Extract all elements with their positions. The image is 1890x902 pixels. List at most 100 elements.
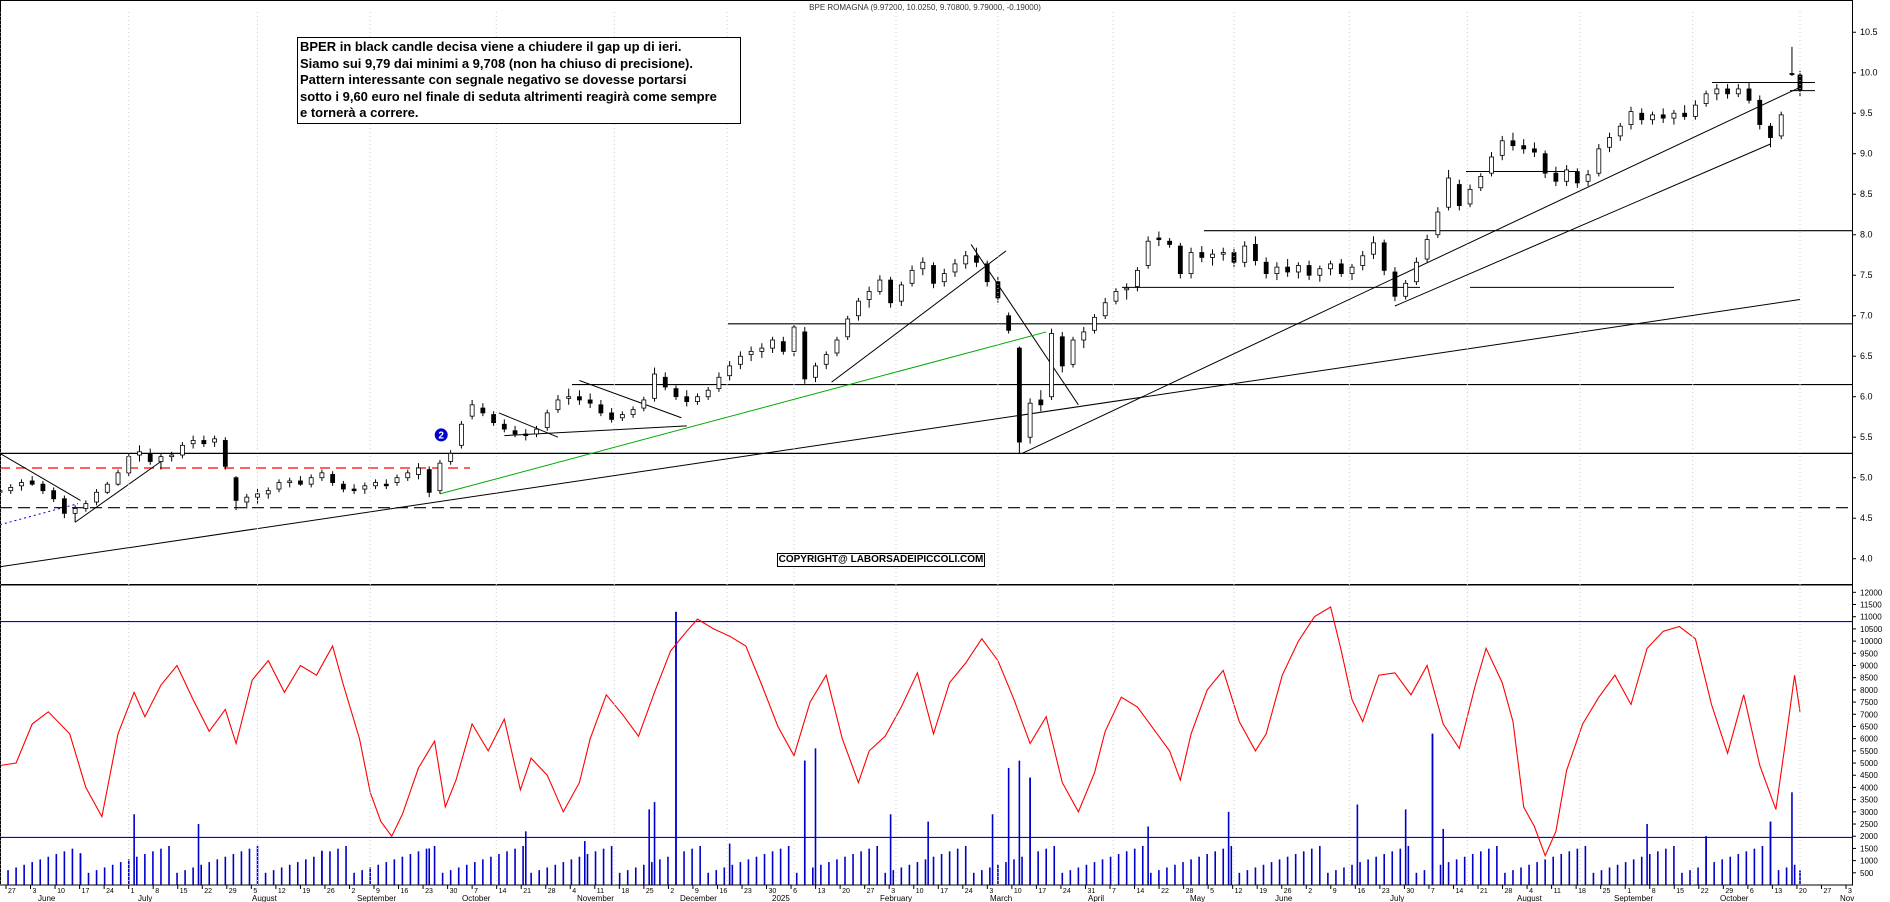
day-tick-label: 23 xyxy=(425,888,433,895)
day-tick-label: 27 xyxy=(1823,888,1831,895)
candle-body xyxy=(1435,211,1441,236)
candle-body xyxy=(1489,156,1494,174)
support-trendline xyxy=(1394,143,1771,307)
volume-tick-label: 10500 xyxy=(1860,625,1883,634)
day-tick-label: 17 xyxy=(1038,888,1046,895)
candle-body xyxy=(40,483,46,492)
candle-body xyxy=(1797,74,1803,91)
volume-tick-label: 4500 xyxy=(1860,771,1878,780)
candle-body xyxy=(1564,169,1570,182)
candle-body xyxy=(1274,266,1280,275)
resistance-trendline xyxy=(579,380,682,419)
candle-body xyxy=(212,438,218,443)
candle-body xyxy=(1349,266,1355,275)
volume-tick-label: 1500 xyxy=(1860,844,1878,853)
day-tick-label: 1 xyxy=(131,888,135,895)
day-tick-label: 31 xyxy=(1087,888,1095,895)
candle-body xyxy=(72,508,78,514)
price-tick-label: 5.0 xyxy=(1860,473,1873,483)
candle-body xyxy=(8,487,14,492)
day-tick-label: 9 xyxy=(695,888,699,895)
candle-body xyxy=(941,273,947,283)
candle-body xyxy=(1778,114,1784,137)
marker-label: 2 xyxy=(438,430,444,441)
candle-body xyxy=(1768,125,1773,138)
day-tick-label: 29 xyxy=(1725,888,1733,895)
candle-body xyxy=(1081,331,1087,341)
day-tick-label: 26 xyxy=(1284,888,1292,895)
support-trendline xyxy=(0,299,1801,568)
month-label: February xyxy=(880,894,912,902)
candle-body xyxy=(1371,242,1376,255)
day-tick-label: 1 xyxy=(1627,888,1631,895)
candle-body xyxy=(856,300,861,317)
candle-body xyxy=(931,265,936,284)
candle-body xyxy=(1521,145,1527,150)
candle-body xyxy=(190,440,196,445)
candle-body xyxy=(115,472,121,485)
candle-body xyxy=(29,480,35,485)
day-tick-label: 14 xyxy=(1137,888,1145,895)
price-tick-label: 8.5 xyxy=(1860,189,1873,199)
candle-body xyxy=(1660,114,1666,119)
day-tick-label: 3 xyxy=(1848,888,1852,895)
day-tick-label: 12 xyxy=(1235,888,1243,895)
volume-tick-label: 2000 xyxy=(1860,832,1878,841)
candle-body xyxy=(898,284,904,302)
price-tick-label: 9.0 xyxy=(1860,149,1873,159)
candle-body xyxy=(1553,172,1559,182)
candle-body xyxy=(394,477,400,483)
candle-body xyxy=(1746,88,1752,101)
candle-body xyxy=(1467,188,1473,205)
candle-body xyxy=(1639,112,1645,121)
candle-body xyxy=(877,279,883,292)
copyright-label: COPYRIGHT@ LABORSADEIPICCOLI.COM xyxy=(777,553,985,567)
day-tick-label: 22 xyxy=(1701,888,1709,895)
candle-body xyxy=(1789,73,1795,75)
candle-body xyxy=(1220,252,1226,255)
candle-body xyxy=(888,279,894,304)
candle-body xyxy=(1145,240,1151,266)
price-tick-label: 10.0 xyxy=(1860,68,1878,78)
day-tick-label: 28 xyxy=(548,888,556,895)
day-tick-label: 27 xyxy=(8,888,16,895)
candle-body xyxy=(737,355,743,365)
candle-body xyxy=(51,490,57,500)
candle-body xyxy=(158,456,164,462)
day-tick-label: 15 xyxy=(1676,888,1684,895)
candle-body xyxy=(1757,99,1763,125)
day-tick-label: 8 xyxy=(1652,888,1656,895)
day-tick-label: 20 xyxy=(1799,888,1807,895)
volume-tick-label: 7000 xyxy=(1860,710,1878,719)
day-tick-label: 6 xyxy=(793,888,797,895)
day-tick-label: 10 xyxy=(57,888,65,895)
month-label: July xyxy=(138,894,152,902)
volume-tick-label: 3000 xyxy=(1860,808,1878,817)
candle-body xyxy=(952,263,958,273)
candle-body xyxy=(340,483,346,490)
day-tick-label: 3 xyxy=(891,888,895,895)
candle-body xyxy=(1167,240,1172,245)
candle-body xyxy=(362,485,368,490)
candle-body xyxy=(630,409,636,415)
candle-body xyxy=(544,412,550,428)
candle-body xyxy=(1295,265,1301,273)
volume-tick-label: 9000 xyxy=(1860,661,1878,670)
price-tick-label: 7.0 xyxy=(1860,311,1873,321)
candle-body xyxy=(662,376,668,388)
candle-body xyxy=(383,483,389,487)
price-tick-label: 4.5 xyxy=(1860,513,1873,523)
candle-body xyxy=(748,350,754,356)
candle-body xyxy=(1617,125,1623,137)
month-label: May xyxy=(1190,894,1205,902)
volume-tick-label: 11500 xyxy=(1860,601,1882,610)
candle-body xyxy=(1714,88,1720,95)
month-label: March xyxy=(990,894,1012,902)
volume-tick-label: 6500 xyxy=(1860,722,1878,731)
candle-body xyxy=(1006,315,1012,331)
volume-tick-label: 8500 xyxy=(1860,674,1878,683)
volume-tick-label: 4000 xyxy=(1860,783,1878,792)
candle-body xyxy=(1156,237,1162,240)
candle-body xyxy=(319,472,325,479)
